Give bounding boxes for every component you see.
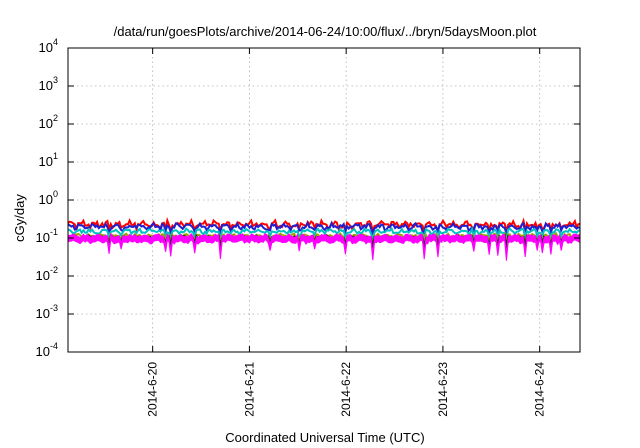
x-axis-label: Coordinated Universal Time (UTC): [225, 430, 424, 445]
x-tick-label: 2014-6-22: [339, 362, 353, 417]
y-tick-label: 10-3: [36, 303, 58, 321]
series-area: [67, 232, 581, 261]
y-tick-label: 10-4: [36, 341, 58, 359]
y-axis: 10-4 10-3 10-2 10-1 100 101 102 103 104: [36, 37, 580, 359]
x-tick-label: 2014-6-23: [436, 362, 450, 417]
y-tick-label: 10-2: [36, 265, 58, 283]
series-line: [67, 225, 581, 244]
y-tick-label: 101: [39, 151, 58, 169]
x-tick-label: 2014-6-24: [533, 362, 547, 417]
grid: [68, 48, 580, 352]
y-tick-label: 102: [39, 113, 58, 131]
x-tick-label: 2014-6-20: [146, 362, 160, 417]
y-tick-label: 104: [39, 37, 58, 55]
series-line: [67, 220, 581, 237]
y-tick-label: 103: [39, 75, 58, 93]
y-tick-label: 100: [39, 189, 58, 207]
y-tick-label: 10-1: [36, 227, 58, 245]
x-axis: 2014-6-20 2014-6-21 2014-6-22 2014-6-23 2014…: [146, 48, 547, 417]
chart-title: /data/run/goesPlots/archive/2014-06-24/1…: [114, 24, 537, 39]
y-axis-label: cGy/day: [12, 194, 27, 242]
x-tick-label: 2014-6-21: [242, 362, 256, 417]
series-group: [67, 216, 581, 261]
